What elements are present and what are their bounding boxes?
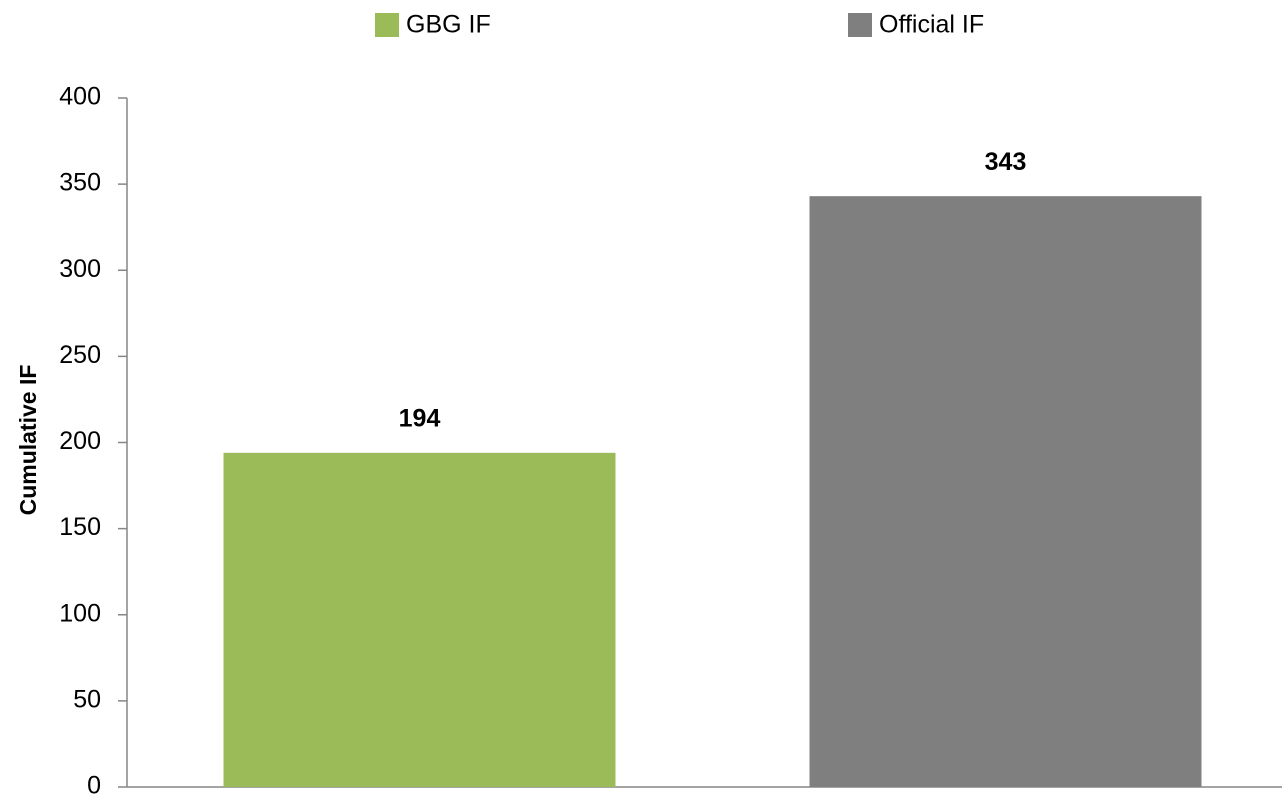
y-axis-label: Cumulative IF [15,365,41,516]
bar [809,196,1202,787]
y-tick-label: 0 [87,772,101,797]
data-label: 194 [399,404,441,432]
y-tick-label: 150 [59,513,101,541]
y-tick-label: 300 [59,255,101,283]
data-label: 343 [985,148,1027,176]
y-tick-label: 100 [59,599,101,627]
y-tick-label: 50 [73,685,101,713]
y-tick-label: 250 [59,341,101,369]
legend-label: Official IF [879,11,984,39]
legend-label: GBG IF [406,11,491,39]
legend-swatch [848,13,872,37]
y-tick-label: 200 [59,427,101,455]
bar [223,452,616,787]
legend-swatch [375,13,399,37]
y-tick-label: 400 [59,83,101,111]
y-tick-label: 350 [59,169,101,197]
